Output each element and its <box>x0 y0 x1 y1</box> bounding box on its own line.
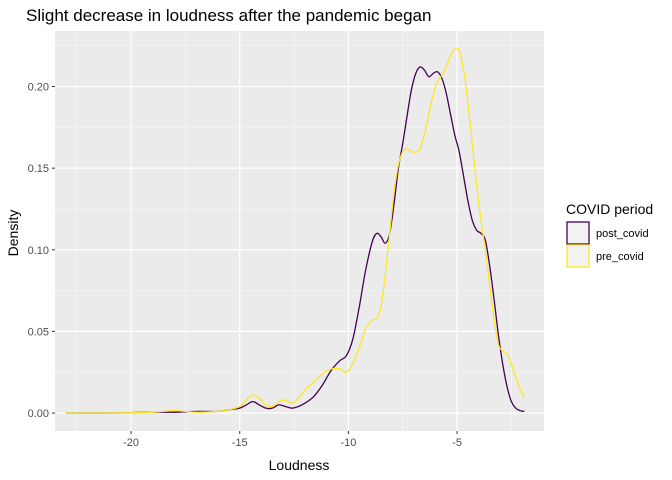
y-tick-label: 0.05 <box>28 326 49 338</box>
x-tick-label: -15 <box>232 437 248 449</box>
legend-key-pre-covid <box>566 244 590 268</box>
legend-key-post-covid <box>566 221 590 245</box>
grid-major <box>55 31 544 431</box>
legend-label-pre-covid: pre_covid <box>596 251 644 263</box>
series-layer <box>65 47 525 414</box>
y-tick-label: 0.15 <box>28 163 49 175</box>
grid-minor <box>55 31 544 431</box>
x-tick-label: -20 <box>123 437 139 449</box>
legend-title: COVID period <box>566 201 653 217</box>
y-axis-title: Density <box>5 210 21 257</box>
x-tick-label: -10 <box>340 437 356 449</box>
series-line-pre-covid <box>65 47 525 414</box>
legend: COVID period post_covid pre_covid <box>566 201 653 268</box>
series-line-post-covid <box>65 66 525 414</box>
x-axis: -20 -15 -10 -5 <box>123 431 462 449</box>
y-tick-label: 0.20 <box>28 82 49 94</box>
y-tick-label: 0.10 <box>28 245 49 257</box>
plot-panel <box>55 31 544 431</box>
y-tick-label: 0.00 <box>28 408 49 420</box>
x-axis-title: Loudness <box>269 457 330 473</box>
y-axis: 0.00 0.05 0.10 0.15 0.20 <box>28 82 55 420</box>
x-tick-label: -5 <box>452 437 462 449</box>
chart-title: Slight decrease in loudness after the pa… <box>26 6 431 25</box>
legend-label-post-covid: post_covid <box>596 228 649 240</box>
